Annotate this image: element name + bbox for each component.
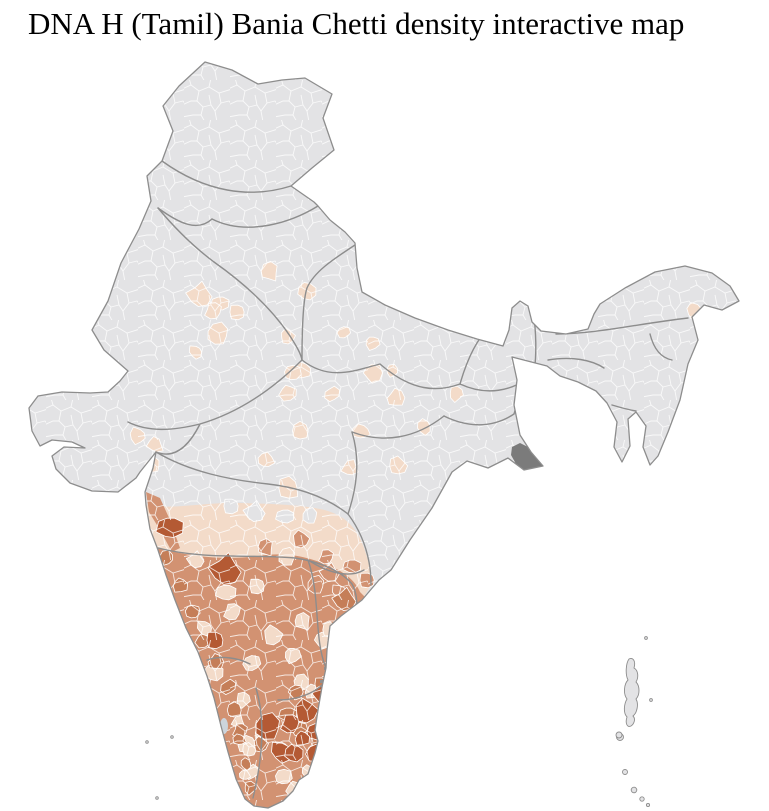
island-dot[interactable] (622, 769, 628, 775)
district-cell[interactable] (229, 304, 245, 321)
district-cell[interactable] (206, 631, 224, 650)
andaman-nicobar-islands[interactable] (615, 636, 653, 808)
district-cell[interactable] (184, 604, 201, 619)
island-dot[interactable] (155, 796, 159, 800)
island-dot[interactable] (645, 802, 651, 808)
district-cell[interactable] (223, 498, 239, 515)
district-cell[interactable] (338, 681, 352, 698)
lakshadweep-islands[interactable] (145, 735, 174, 800)
district-cell[interactable] (317, 706, 333, 721)
district-cell[interactable] (348, 718, 364, 735)
district-cell[interactable] (313, 760, 330, 774)
island-dot[interactable] (170, 735, 174, 739)
district-cell[interactable] (337, 643, 352, 660)
district-cell[interactable] (249, 578, 265, 595)
island-dot[interactable] (649, 698, 653, 702)
district-cell[interactable] (320, 718, 334, 735)
island-dot[interactable] (639, 796, 645, 802)
district-cell[interactable] (329, 772, 344, 786)
district-cell[interactable] (328, 737, 346, 754)
island-dot[interactable] (615, 731, 623, 739)
district-cell[interactable] (359, 572, 375, 589)
island-dot[interactable] (145, 740, 149, 744)
island-dot[interactable] (630, 786, 638, 794)
andaman-main-island (623, 658, 640, 727)
district-cell[interactable] (335, 707, 352, 723)
island-dot[interactable] (644, 636, 648, 640)
district-cell[interactable] (332, 725, 349, 740)
page-title: DNA H (Tamil) Bania Chetti density inter… (28, 6, 685, 41)
